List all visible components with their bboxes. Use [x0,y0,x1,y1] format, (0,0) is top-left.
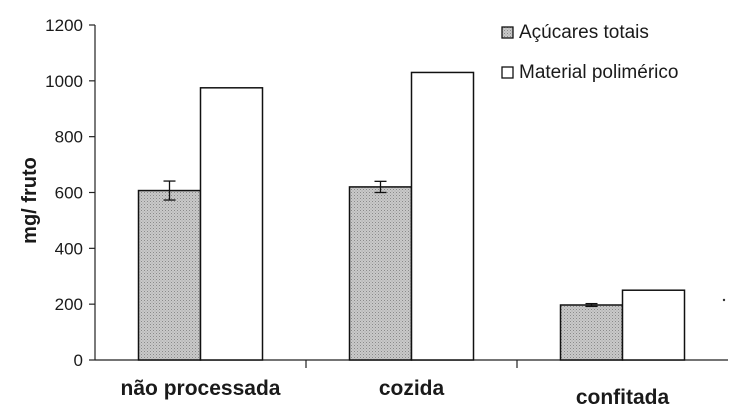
chart-bars [137,71,686,361]
bar-2-acucares [559,304,624,361]
bar-1-acucares [348,186,413,361]
x-category-label: confitada [576,386,670,409]
y-tick-label: 200 [55,295,83,314]
bar-2-material [621,289,686,361]
chart-labels: 0 200 400 600 800 1000 1200 não processada cozid… [19,16,669,409]
bar-1-material [410,71,475,361]
chart-legend: Açúcares totais Material polimérico [501,22,678,83]
y-tick-label: 600 [55,184,83,203]
stray-mark [722,298,726,302]
legend-label: Açúcares totais [519,22,649,43]
bar-0-material [199,87,264,361]
x-category-label: cozida [379,377,445,400]
y-tick-label: 1200 [45,16,83,35]
legend-label: Material polimérico [519,62,678,83]
legend-swatch [501,66,514,79]
y-tick-label: 800 [55,128,83,147]
y-tick-label: 400 [55,239,83,258]
legend-swatch [501,26,514,39]
x-category-label: não processada [121,377,281,400]
y-tick-label: 1000 [45,72,83,91]
y-axis-title: mg/ fruto [19,157,41,244]
y-tick-label: 0 [74,351,83,370]
bar-0-acucares [137,189,202,361]
